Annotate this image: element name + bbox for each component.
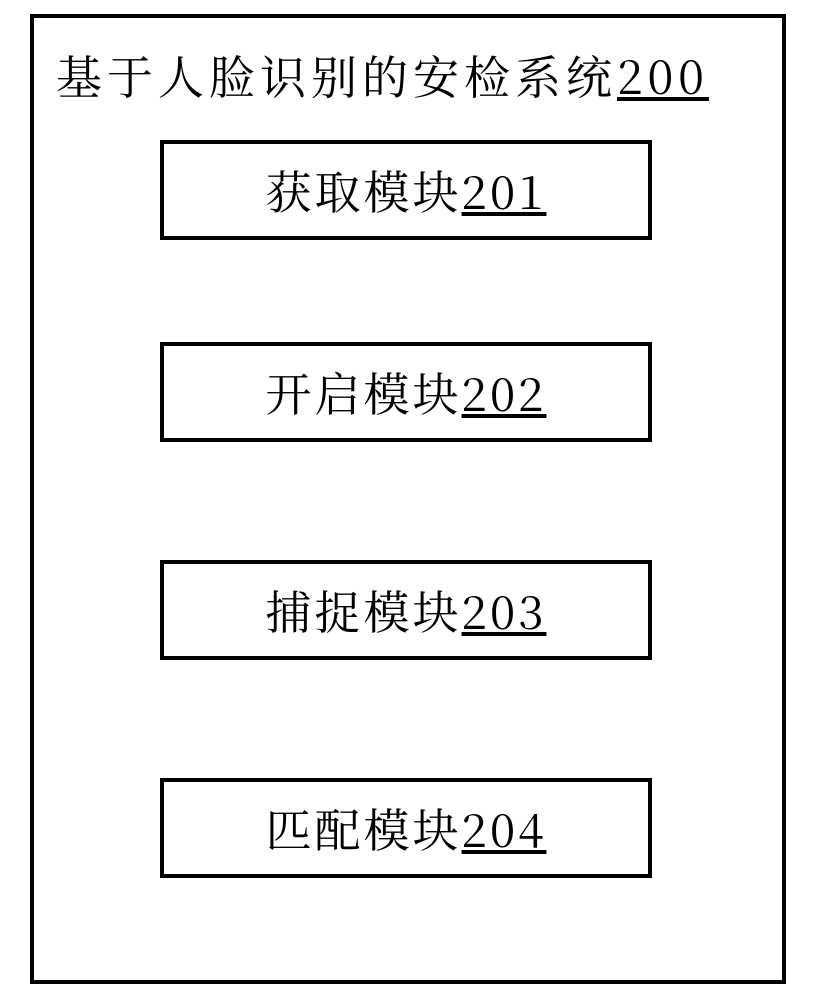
module-box: 匹配模块204 (160, 778, 652, 878)
system-title: 基于人脸识别的安检系统200 (56, 42, 709, 108)
module-label: 捕捉模块 (266, 577, 462, 643)
module-label: 匹配模块 (266, 795, 462, 861)
module-box: 开启模块202 (160, 342, 652, 442)
module-label: 开启模块 (266, 359, 462, 425)
module-number: 201 (462, 157, 547, 223)
system-title-number: 200 (617, 42, 709, 108)
module-number: 203 (462, 577, 547, 643)
module-number: 202 (462, 359, 547, 425)
system-title-text: 基于人脸识别的安检系统 (56, 42, 617, 108)
module-box: 捕捉模块203 (160, 560, 652, 660)
module-box: 获取模块201 (160, 140, 652, 240)
module-number: 204 (462, 795, 547, 861)
module-label: 获取模块 (266, 157, 462, 223)
